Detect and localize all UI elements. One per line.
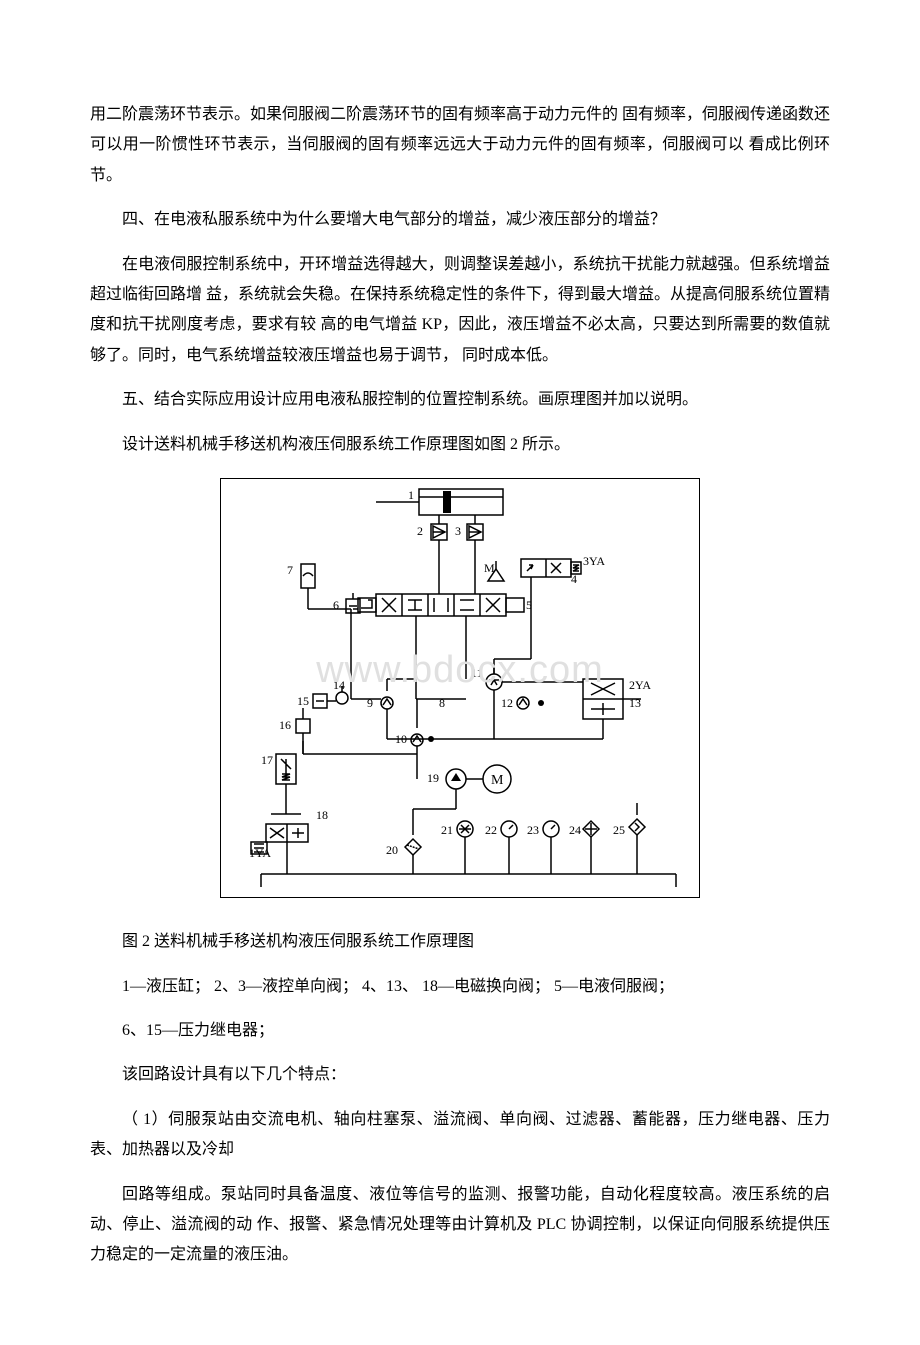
paragraph-5: 设计送料机械手移送机构液压伺服系统工作原理图如图 2 所示。 (90, 430, 830, 460)
diagram-label-22: 22 (485, 823, 497, 837)
paragraph-3: 在电液伺服控制系统中，开环增益选得越大，则调整误差越小，系统抗干扰能力就越强。但… (90, 250, 830, 372)
paragraph-2: 四、在电液私服系统中为什么要增大电气部分的增益，减少液压部分的增益？ (90, 205, 830, 235)
diagram-label-21: 21 (441, 823, 453, 837)
diagram-label-18: 18 (316, 808, 328, 822)
diagram-label-13: 13 (629, 696, 641, 710)
figure-caption: 图 2 送料机械手移送机构液压伺服系统工作原理图 (90, 927, 830, 957)
diagram-label-3ya: 3YA (583, 554, 605, 568)
diagram-label-m-top: M (484, 561, 495, 575)
diagram-label-7: 7 (287, 563, 293, 577)
diagram-label-8: 8 (439, 696, 445, 710)
diagram-label-5: 5 (526, 598, 532, 612)
diagram-label-3: 3 (455, 524, 461, 538)
diagram-label-19: 19 (427, 771, 439, 785)
diagram-label-25: 25 (613, 823, 625, 837)
diagram-label-9: 9 (367, 696, 373, 710)
paragraph-8: 回路等组成。泵站同时具备温度、液位等信号的监测、报警功能，自动化程度较高。液压系… (90, 1180, 830, 1271)
paragraph-1: 用二阶震荡环节表示。如果伺服阀二阶震荡环节的固有频率高于动力元件的 固有频率，伺… (90, 100, 830, 191)
diagram-label-14: 14 (333, 678, 345, 692)
diagram-label-4: 4 (571, 572, 577, 586)
diagram-label-11: 11 (471, 666, 483, 680)
diagram-label-6: 6 (333, 598, 339, 612)
diagram-label-m: M (491, 773, 504, 788)
diagram-label-17: 17 (261, 753, 273, 767)
legend-2: 6、15—压力继电器； (90, 1016, 830, 1046)
diagram-label-15: 15 (297, 694, 309, 708)
diagram-label-20: 20 (386, 843, 398, 857)
paragraph-6: 该回路设计具有以下几个特点： (90, 1060, 830, 1090)
diagram-label-24: 24 (569, 823, 581, 837)
diagram-label-23: 23 (527, 823, 539, 837)
diagram-label-2: 2 (417, 524, 423, 538)
paragraph-4: 五、结合实际应用设计应用电液私服控制的位置控制系统。画原理图并加以说明。 (90, 385, 830, 415)
diagram-label-12: 12 (501, 696, 513, 710)
diagram-label-2ya: 2YA (629, 678, 651, 692)
hydraulic-diagram: www.bdocx.com 1 2 3 (220, 478, 700, 898)
paragraph-7: （ 1）伺服泵站由交流电机、轴向柱塞泵、溢流阀、单向阀、过滤器、蓄能器，压力继电… (90, 1105, 830, 1166)
figure-container: www.bdocx.com 1 2 3 (90, 478, 830, 909)
diagram-label-1: 1 (408, 488, 414, 502)
diagram-label-16: 16 (279, 718, 291, 732)
legend-1: 1—液压缸； 2、3—液控单向阀； 4、13、 18—电磁换向阀； 5—电液伺服… (90, 972, 830, 1002)
